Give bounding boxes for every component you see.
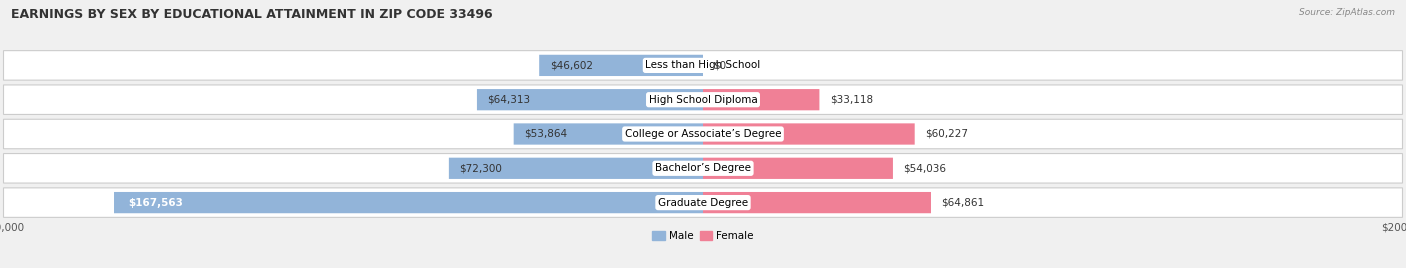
Text: Bachelor’s Degree: Bachelor’s Degree [655, 163, 751, 173]
FancyBboxPatch shape [3, 154, 1403, 183]
FancyBboxPatch shape [538, 55, 703, 76]
Text: $54,036: $54,036 [904, 163, 946, 173]
Text: $64,861: $64,861 [942, 198, 984, 208]
Text: $64,313: $64,313 [488, 95, 530, 105]
FancyBboxPatch shape [3, 119, 1403, 149]
FancyBboxPatch shape [513, 123, 703, 145]
FancyBboxPatch shape [114, 192, 703, 213]
Text: Source: ZipAtlas.com: Source: ZipAtlas.com [1299, 8, 1395, 17]
FancyBboxPatch shape [703, 158, 893, 179]
FancyBboxPatch shape [3, 188, 1403, 217]
Text: $72,300: $72,300 [460, 163, 502, 173]
FancyBboxPatch shape [449, 158, 703, 179]
Text: $33,118: $33,118 [830, 95, 873, 105]
Text: $0: $0 [713, 60, 727, 70]
FancyBboxPatch shape [477, 89, 703, 110]
Text: High School Diploma: High School Diploma [648, 95, 758, 105]
FancyBboxPatch shape [3, 85, 1403, 114]
Text: $60,227: $60,227 [925, 129, 969, 139]
Text: $53,864: $53,864 [524, 129, 568, 139]
Legend: Male, Female: Male, Female [648, 227, 758, 245]
Text: Less than High School: Less than High School [645, 60, 761, 70]
Text: College or Associate’s Degree: College or Associate’s Degree [624, 129, 782, 139]
Text: $167,563: $167,563 [128, 198, 183, 208]
FancyBboxPatch shape [703, 192, 931, 213]
Text: Graduate Degree: Graduate Degree [658, 198, 748, 208]
FancyBboxPatch shape [703, 89, 820, 110]
FancyBboxPatch shape [703, 123, 915, 145]
FancyBboxPatch shape [3, 51, 1403, 80]
Text: $46,602: $46,602 [550, 60, 593, 70]
Text: EARNINGS BY SEX BY EDUCATIONAL ATTAINMENT IN ZIP CODE 33496: EARNINGS BY SEX BY EDUCATIONAL ATTAINMEN… [11, 8, 494, 21]
